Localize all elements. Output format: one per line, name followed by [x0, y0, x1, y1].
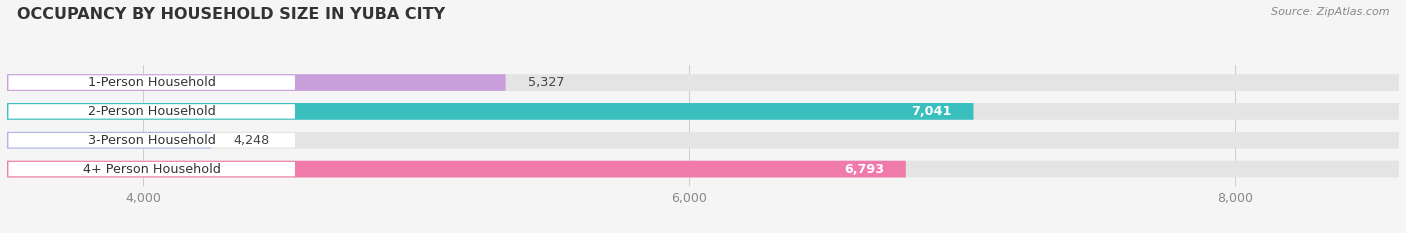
- FancyBboxPatch shape: [7, 161, 905, 178]
- Text: 4+ Person Household: 4+ Person Household: [83, 163, 221, 176]
- FancyBboxPatch shape: [7, 161, 1399, 178]
- FancyBboxPatch shape: [8, 75, 295, 90]
- Text: OCCUPANCY BY HOUSEHOLD SIZE IN YUBA CITY: OCCUPANCY BY HOUSEHOLD SIZE IN YUBA CITY: [17, 7, 444, 22]
- FancyBboxPatch shape: [8, 162, 295, 176]
- FancyBboxPatch shape: [7, 132, 1399, 149]
- Text: 6,793: 6,793: [844, 163, 884, 176]
- Text: 4,248: 4,248: [233, 134, 270, 147]
- Text: 2-Person Household: 2-Person Household: [87, 105, 215, 118]
- FancyBboxPatch shape: [7, 74, 1399, 91]
- FancyBboxPatch shape: [7, 132, 211, 149]
- Text: 1-Person Household: 1-Person Household: [87, 76, 215, 89]
- FancyBboxPatch shape: [8, 104, 295, 119]
- Text: Source: ZipAtlas.com: Source: ZipAtlas.com: [1271, 7, 1389, 17]
- FancyBboxPatch shape: [7, 103, 1399, 120]
- FancyBboxPatch shape: [7, 74, 506, 91]
- Text: 7,041: 7,041: [911, 105, 952, 118]
- FancyBboxPatch shape: [7, 103, 973, 120]
- Text: 5,327: 5,327: [527, 76, 564, 89]
- FancyBboxPatch shape: [8, 133, 295, 147]
- Text: 3-Person Household: 3-Person Household: [87, 134, 215, 147]
